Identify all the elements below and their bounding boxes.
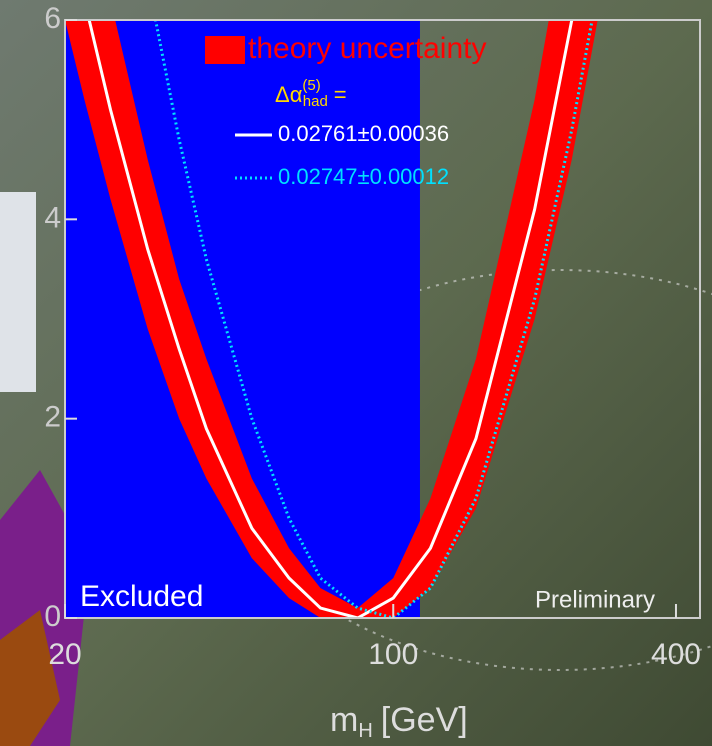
annotation: Preliminary [535, 586, 655, 613]
x-tick-label: 400 [651, 638, 701, 671]
label-part: H [358, 720, 372, 742]
label-part: = [334, 82, 347, 107]
y-tick-label: 4 [44, 201, 61, 234]
legend-swatch [205, 36, 245, 64]
axes-frame [64, 19, 701, 619]
label-part: m [330, 701, 358, 739]
legend-label: theory uncertainty [248, 32, 486, 65]
label-part: [GeV] [381, 701, 468, 739]
x-tick-label: 20 [48, 638, 81, 671]
plot-layer: 0 2 4 6 20 100 400 mH [GeV] theory uncertainty Δα(… [44, 2, 701, 742]
y-tick-label: 2 [44, 401, 61, 434]
plot-area [65, 20, 598, 618]
legend-label: 0.02761±0.00036 [278, 121, 449, 146]
legend-label: 0.02747±0.00012 [278, 164, 449, 189]
slide-box [0, 192, 36, 392]
label-part: (5) [302, 77, 320, 94]
label-part: had [303, 93, 328, 110]
x-tick-label: 100 [368, 638, 418, 671]
y-tick-label: 6 [44, 2, 61, 35]
x-axis-label: mH [GeV] [330, 701, 468, 742]
label-part: Δα [275, 82, 303, 107]
decoration [0, 610, 60, 746]
line [87, 20, 574, 618]
legend-title: Δα(5) had = [275, 77, 347, 110]
line [154, 20, 594, 618]
excluded-label: Excluded [80, 580, 203, 613]
y-tick-label: 0 [44, 600, 61, 633]
